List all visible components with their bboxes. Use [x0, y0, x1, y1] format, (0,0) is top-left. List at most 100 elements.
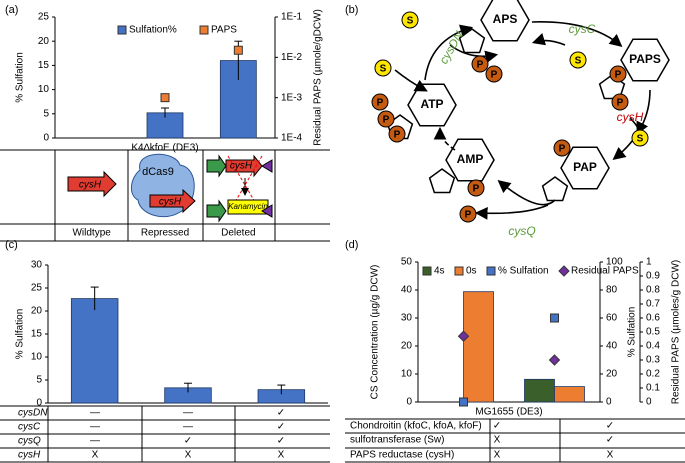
marker: [233, 45, 243, 55]
ring: [458, 28, 486, 54]
bar: [524, 378, 555, 403]
node-label: AMP: [457, 152, 484, 166]
ring: [620, 38, 670, 82]
tick-label: 0.2: [646, 369, 660, 380]
enzyme-label: cysC: [569, 22, 596, 36]
node-label: ATP: [420, 97, 443, 111]
tick-label: 0.8: [646, 285, 660, 296]
repressor-label: dCas9: [142, 166, 174, 178]
enzyme-label: cysDN: [436, 29, 466, 67]
category-label: Repressed: [141, 228, 189, 239]
tick-label: 100: [606, 257, 623, 268]
category-label: Deleted: [221, 228, 255, 239]
tick-label: 5: [43, 108, 49, 119]
sulfur: [631, 129, 649, 147]
tick-label: 1E-1: [281, 12, 303, 23]
tick-label: 60: [606, 313, 618, 324]
tick-label: 40: [606, 341, 618, 352]
table-cell: —: [183, 408, 193, 419]
bar: [70, 298, 119, 404]
row-label: PAPS reductase (cysH): [350, 450, 454, 461]
tick-label: 0: [606, 397, 612, 408]
panel-label: (b): [345, 4, 358, 16]
tick-label: 20: [606, 369, 618, 380]
legend-swatch: [422, 266, 432, 276]
x-axis-title: MG1655 (DE3): [475, 407, 542, 418]
tick-label: 10: [31, 352, 43, 363]
table-cell: X: [278, 450, 285, 461]
table-cell: ✓: [277, 408, 285, 419]
marker: [548, 354, 561, 366]
tick-label: 25: [31, 283, 43, 294]
table-cell: —: [90, 408, 100, 419]
row-label: cysDN: [18, 408, 48, 419]
node-label: PAPS: [629, 52, 661, 66]
axis-title: % Sulfation: [15, 309, 26, 360]
row-label: cysH: [18, 450, 41, 461]
tick-label: 0: [406, 397, 412, 408]
phosphate-label: P: [394, 130, 401, 141]
tick-label: 0.5: [646, 327, 660, 338]
ring: [428, 168, 456, 194]
phosphate: [609, 65, 627, 83]
axis-title: CS Concentration (µg/g DCW): [370, 265, 381, 400]
table-cell: ✓: [606, 435, 614, 446]
gene-label: cysH: [79, 180, 102, 191]
legend-label: 0s: [466, 266, 477, 277]
tick-label: 30: [31, 260, 43, 271]
table-cell: —: [90, 436, 100, 447]
table-cell: ✓: [184, 436, 192, 447]
tick-label: 1: [646, 257, 652, 268]
row-label: cysQ: [18, 436, 41, 447]
phosphate-label: P: [465, 210, 472, 221]
x-axis-title: K4∆kfoE (DE3): [131, 143, 198, 154]
sulfur: [374, 59, 392, 77]
phosphate: [371, 93, 389, 111]
arrow: [424, 24, 474, 81]
tick-label: 20: [31, 306, 43, 317]
sulfur: [401, 11, 419, 29]
tick-label: 1E-4: [281, 133, 303, 144]
table-cell: X: [92, 450, 99, 461]
phosphate-label: P: [383, 115, 390, 126]
sulfur: [569, 51, 587, 69]
tick-label: 10: [38, 84, 50, 95]
phosphate-label: P: [559, 144, 566, 155]
table-cell: X: [607, 450, 614, 461]
table-cell: ✓: [606, 421, 614, 432]
ring: [445, 138, 495, 182]
tick-label: 15: [38, 60, 50, 71]
phosphate: [388, 125, 406, 143]
tick-label: 1E-3: [281, 92, 303, 103]
tick-label: 0.1: [646, 383, 660, 394]
marker-label: Kanamycin: [228, 202, 268, 211]
ring: [560, 146, 610, 190]
phosphate: [459, 205, 477, 223]
phosphate-label: P: [473, 184, 480, 195]
ring: [407, 83, 457, 127]
tick-label: 0.4: [646, 341, 660, 352]
panel-label: (a): [5, 4, 18, 16]
axis-title: % Sulfation: [15, 52, 26, 103]
phosphate: [471, 55, 489, 73]
legend-label: 4s: [434, 266, 445, 277]
legend-label: % Sulfation: [498, 266, 549, 277]
gene-label: cysH: [159, 197, 182, 208]
phosphate-label: P: [491, 70, 498, 81]
row-label: Chondroitin (kfoC, kfoA, kfoF): [350, 421, 482, 432]
panel-label: (c): [5, 239, 18, 251]
tick-label: 25: [38, 12, 50, 23]
axis-title: Residual PAPS (µmole/gDCW): [313, 9, 324, 146]
table-cell: ✓: [493, 421, 501, 432]
sulfur-label: S: [575, 56, 582, 67]
axis-title: % Sulfation: [627, 307, 638, 358]
marker: [486, 266, 496, 276]
tick-label: 0.9: [646, 271, 660, 282]
sulfur-label: S: [407, 16, 414, 27]
phosphate-label: P: [615, 70, 622, 81]
table-cell: ✓: [277, 422, 285, 433]
marker: [558, 265, 570, 277]
tick-label: 20: [401, 341, 413, 352]
ring: [541, 176, 569, 202]
table-cell: X: [185, 450, 192, 461]
